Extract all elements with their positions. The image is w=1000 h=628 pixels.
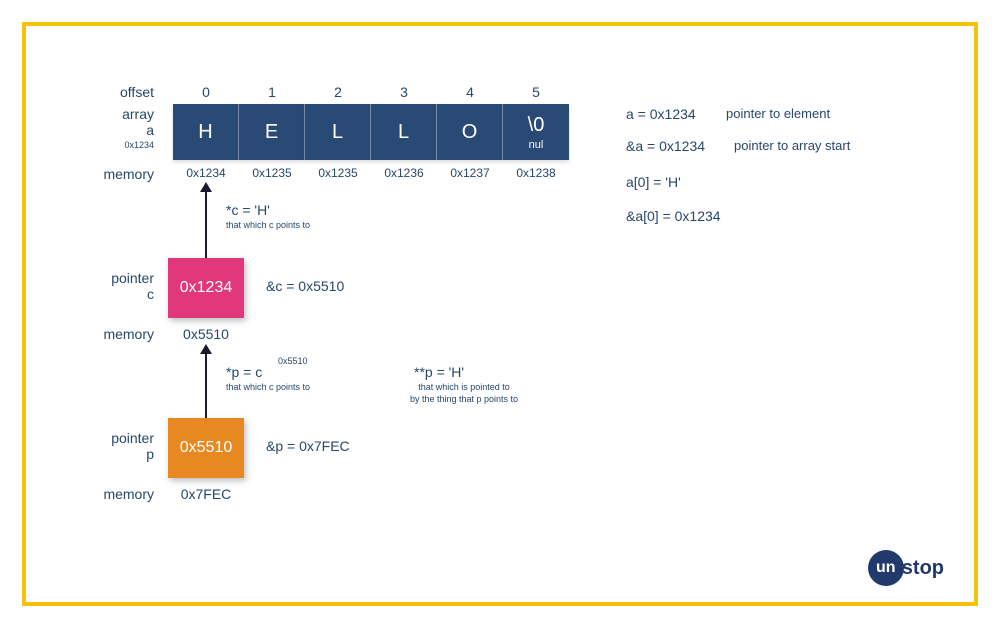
cell-1: E — [239, 104, 305, 160]
side-2-expr: a[0] = 'H' — [626, 174, 681, 190]
deref-p-main: *p = c — [226, 364, 262, 380]
label-memory-1: memory — [94, 166, 154, 182]
mem-3: 0x1236 — [371, 166, 437, 180]
offset-2: 2 — [305, 84, 371, 100]
dderef-p-main: **p = 'H' — [414, 364, 464, 380]
label-memory-3: memory — [88, 486, 154, 502]
arrow-p-head — [200, 344, 212, 354]
mem-0: 0x1234 — [173, 166, 239, 180]
arrow-c-head — [200, 182, 212, 192]
logo-text: stop — [902, 557, 944, 580]
arrow-c-line — [205, 190, 207, 258]
deref-c-sub: that which c points to — [226, 220, 310, 230]
label-offset: offset — [94, 84, 154, 100]
frame: offset 0 1 2 3 4 5 array a 0x1234 H E L … — [22, 22, 978, 606]
mem-4: 0x1237 — [437, 166, 503, 180]
offset-1: 1 — [239, 84, 305, 100]
offset-0: 0 — [173, 84, 239, 100]
cell-3: L — [371, 104, 437, 160]
cell-5: \0 nul — [503, 104, 569, 160]
label-array-a: array a — [94, 106, 154, 138]
side-1-desc: pointer to array start — [734, 138, 850, 153]
logo: un stop — [868, 550, 944, 586]
dderef-p-sub1: that which is pointed to — [404, 382, 524, 392]
mem-2: 0x1235 — [305, 166, 371, 180]
deref-p-tiny: 0x5510 — [278, 356, 308, 366]
annot-amp-p: &p = 0x7FEC — [266, 438, 350, 454]
label-memory-2: memory — [88, 326, 154, 342]
side-0-desc: pointer to element — [726, 106, 830, 121]
side-0-expr: a = 0x1234 — [626, 106, 696, 122]
offset-5: 5 — [503, 84, 569, 100]
deref-p-sub: that which c points to — [226, 382, 310, 392]
box-pointer-p: 0x5510 — [168, 418, 244, 478]
annot-amp-c: &c = 0x5510 — [266, 278, 344, 294]
dderef-p-sub2: by the thing that p points to — [386, 394, 542, 404]
label-array-addr: 0x1234 — [94, 140, 154, 150]
offset-3: 3 — [371, 84, 437, 100]
cell-0: H — [173, 104, 239, 160]
label-pointer-p: pointer p — [88, 430, 154, 462]
mem-1: 0x1235 — [239, 166, 305, 180]
mem-pointer-c: 0x5510 — [168, 326, 244, 342]
side-3-expr: &a[0] = 0x1234 — [626, 208, 721, 224]
side-1-expr: &a = 0x1234 — [626, 138, 705, 154]
mem-5: 0x1238 — [503, 166, 569, 180]
cell-2: L — [305, 104, 371, 160]
cell-4: O — [437, 104, 503, 160]
label-pointer-c: pointer c — [88, 270, 154, 302]
mem-pointer-p: 0x7FEC — [168, 486, 244, 502]
deref-c-main: *c = 'H' — [226, 202, 270, 218]
offset-4: 4 — [437, 84, 503, 100]
box-pointer-c: 0x1234 — [168, 258, 244, 318]
arrow-p-line — [205, 352, 207, 418]
diagram-content: offset 0 1 2 3 4 5 array a 0x1234 H E L … — [26, 26, 974, 602]
logo-circle: un — [868, 550, 904, 586]
